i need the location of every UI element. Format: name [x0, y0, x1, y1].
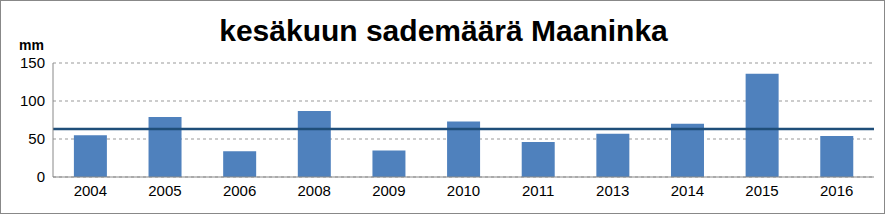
svg-text:0: 0 — [37, 168, 45, 185]
svg-text:2016: 2016 — [820, 182, 853, 199]
svg-text:2014: 2014 — [671, 182, 704, 199]
svg-text:2008: 2008 — [298, 182, 331, 199]
svg-text:2006: 2006 — [223, 182, 256, 199]
svg-text:2009: 2009 — [372, 182, 405, 199]
svg-text:2005: 2005 — [148, 182, 181, 199]
svg-text:2010: 2010 — [447, 182, 480, 199]
svg-text:150: 150 — [20, 54, 45, 71]
svg-text:2004: 2004 — [74, 182, 107, 199]
svg-text:2011: 2011 — [522, 182, 554, 199]
svg-text:100: 100 — [20, 92, 45, 109]
html-text:mm: mm — [19, 37, 44, 53]
svg-text:2013: 2013 — [596, 182, 629, 199]
svg-text:50: 50 — [28, 130, 45, 147]
svg-text:2015: 2015 — [745, 182, 778, 199]
html-text:kesäkuun sademäärä Maaninka: kesäkuun sademäärä Maaninka — [219, 14, 668, 47]
